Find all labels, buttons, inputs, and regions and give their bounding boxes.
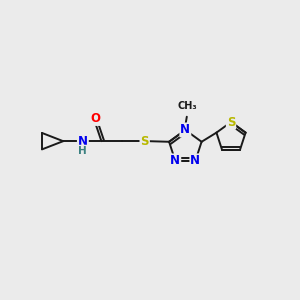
Text: S: S: [140, 135, 149, 148]
Text: CH₃: CH₃: [178, 101, 197, 111]
Text: O: O: [90, 112, 100, 125]
Text: H: H: [79, 146, 87, 156]
Text: S: S: [227, 116, 235, 129]
Text: N: N: [78, 135, 88, 148]
Text: N: N: [170, 154, 180, 167]
Text: N: N: [190, 154, 200, 167]
Text: N: N: [180, 124, 190, 136]
